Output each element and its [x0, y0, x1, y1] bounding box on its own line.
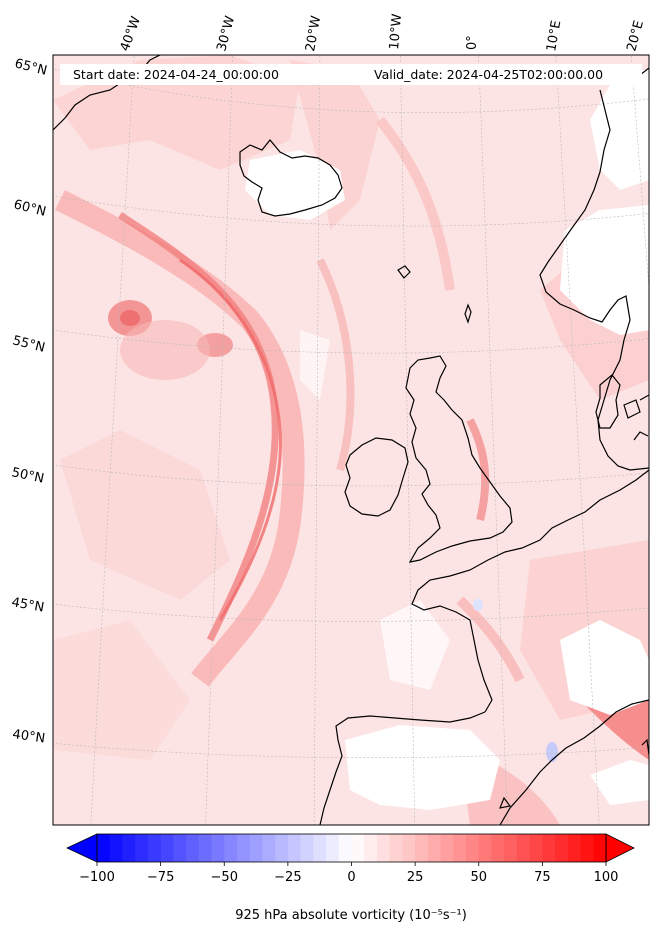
colorbar-step — [478, 834, 492, 862]
colorbar-step — [224, 834, 238, 862]
colorbar-step — [516, 834, 531, 862]
coastlines — [53, 55, 649, 825]
colorbar: −100 −75 −50 −25 0 25 50 75 100 925 hPa absolute… — [66, 833, 635, 923]
lon-label: 20°E — [624, 19, 647, 53]
colorbar-step — [453, 834, 467, 862]
colorbar-step — [198, 834, 213, 862]
coast-france — [411, 469, 649, 713]
colorbar-step — [135, 834, 149, 862]
lon-label: 0° — [465, 35, 480, 50]
colorbar-ticks: −100 −75 −50 −25 0 25 50 75 100 — [79, 862, 618, 885]
colorbar-step — [211, 834, 225, 862]
latitude-labels: 65°N 60°N 55°N 50°N 45°N 40°N — [10, 56, 48, 746]
lat-label: 60°N — [12, 197, 47, 219]
colorbar-step — [567, 834, 582, 862]
lon-label: 20°W — [303, 15, 324, 53]
lon-label: 10°W — [387, 13, 405, 50]
colorbar-step — [504, 834, 518, 862]
colorbar-step — [313, 834, 327, 862]
graticule — [53, 55, 649, 825]
longitude-labels: 40°W 30°W 20°W 10°W 0° 10°E 20°E — [118, 13, 647, 53]
coast-iberia — [319, 711, 486, 825]
coast-faroe — [397, 265, 411, 279]
colorbar-step — [466, 834, 480, 862]
colorbar-step — [147, 834, 162, 862]
colorbar-step — [402, 834, 416, 862]
colorbar-step — [262, 834, 276, 862]
colorbar-step — [593, 834, 607, 862]
colorbar-step — [351, 834, 365, 862]
low-vorticity-areas — [245, 70, 649, 810]
colorbar-tick-label: 100 — [594, 870, 619, 885]
colorbar-step — [364, 834, 378, 862]
colorbar-step — [580, 834, 594, 862]
header-box — [60, 64, 642, 85]
colorbar-step — [555, 834, 569, 862]
lat-label: 65°N — [13, 56, 48, 78]
colorbar-tick-label: 50 — [470, 870, 487, 885]
colorbar-tick-label: −50 — [211, 870, 238, 885]
lat-label: 50°N — [10, 465, 45, 486]
colorbar-step — [249, 834, 263, 862]
colorbar-step — [440, 834, 454, 862]
colorbar-step — [389, 834, 403, 862]
lat-label: 40°N — [11, 727, 46, 746]
lat-label: 55°N — [11, 333, 46, 355]
lon-label: 10°E — [544, 19, 564, 52]
colorbar-step — [300, 834, 314, 862]
lat-label: 45°N — [10, 595, 45, 615]
colorbar-step — [97, 834, 111, 862]
coast-shetland — [464, 303, 472, 324]
colorbar-step — [376, 834, 391, 862]
start-date-label: Start date: 2024-04-24_00:00:00 — [73, 67, 279, 82]
vorticity-map — [53, 55, 649, 825]
colorbar-step — [491, 834, 505, 862]
lon-label: 30°W — [214, 14, 238, 53]
colorbar-tick-label: −75 — [147, 870, 174, 885]
colorbar-step — [542, 834, 556, 862]
colorbar-step — [122, 834, 136, 862]
colorbar-step — [109, 834, 123, 862]
colorbar-step — [287, 834, 302, 862]
colorbar-extend-max — [605, 833, 635, 863]
colorbar-step — [236, 834, 251, 862]
colorbar-step — [427, 834, 442, 862]
coast-iceland — [239, 139, 343, 217]
colorbar-step — [338, 834, 352, 862]
valid-date-label: Valid_date: 2024-04-25T02:00:00.00 — [374, 67, 603, 82]
colorbar-tick-label: 25 — [407, 870, 424, 885]
coast-denmark — [595, 374, 621, 429]
colorbar-step — [415, 834, 429, 862]
colorbar-step — [173, 834, 187, 862]
coast-great-britain — [405, 355, 513, 563]
map-frame — [52, 54, 650, 826]
lon-label: 40°W — [118, 14, 144, 53]
colorbar-label: 925 hPa absolute vorticity (10⁻⁵s⁻¹) — [235, 908, 467, 923]
colorbar-tick-label: 75 — [534, 870, 551, 885]
colorbar-tick-label: −100 — [79, 870, 115, 885]
colorbar-extend-min — [66, 833, 98, 863]
colorbar-tick-label: −25 — [274, 870, 301, 885]
colorbar-step — [529, 834, 543, 862]
colorbar-step — [160, 834, 174, 862]
colorbar-step — [326, 834, 340, 862]
colorbar-steps — [97, 834, 607, 862]
colorbar-step — [186, 834, 200, 862]
colorbar-tick-label: 0 — [347, 870, 355, 885]
coast-ireland — [344, 437, 409, 517]
colorbar-step — [275, 834, 289, 862]
